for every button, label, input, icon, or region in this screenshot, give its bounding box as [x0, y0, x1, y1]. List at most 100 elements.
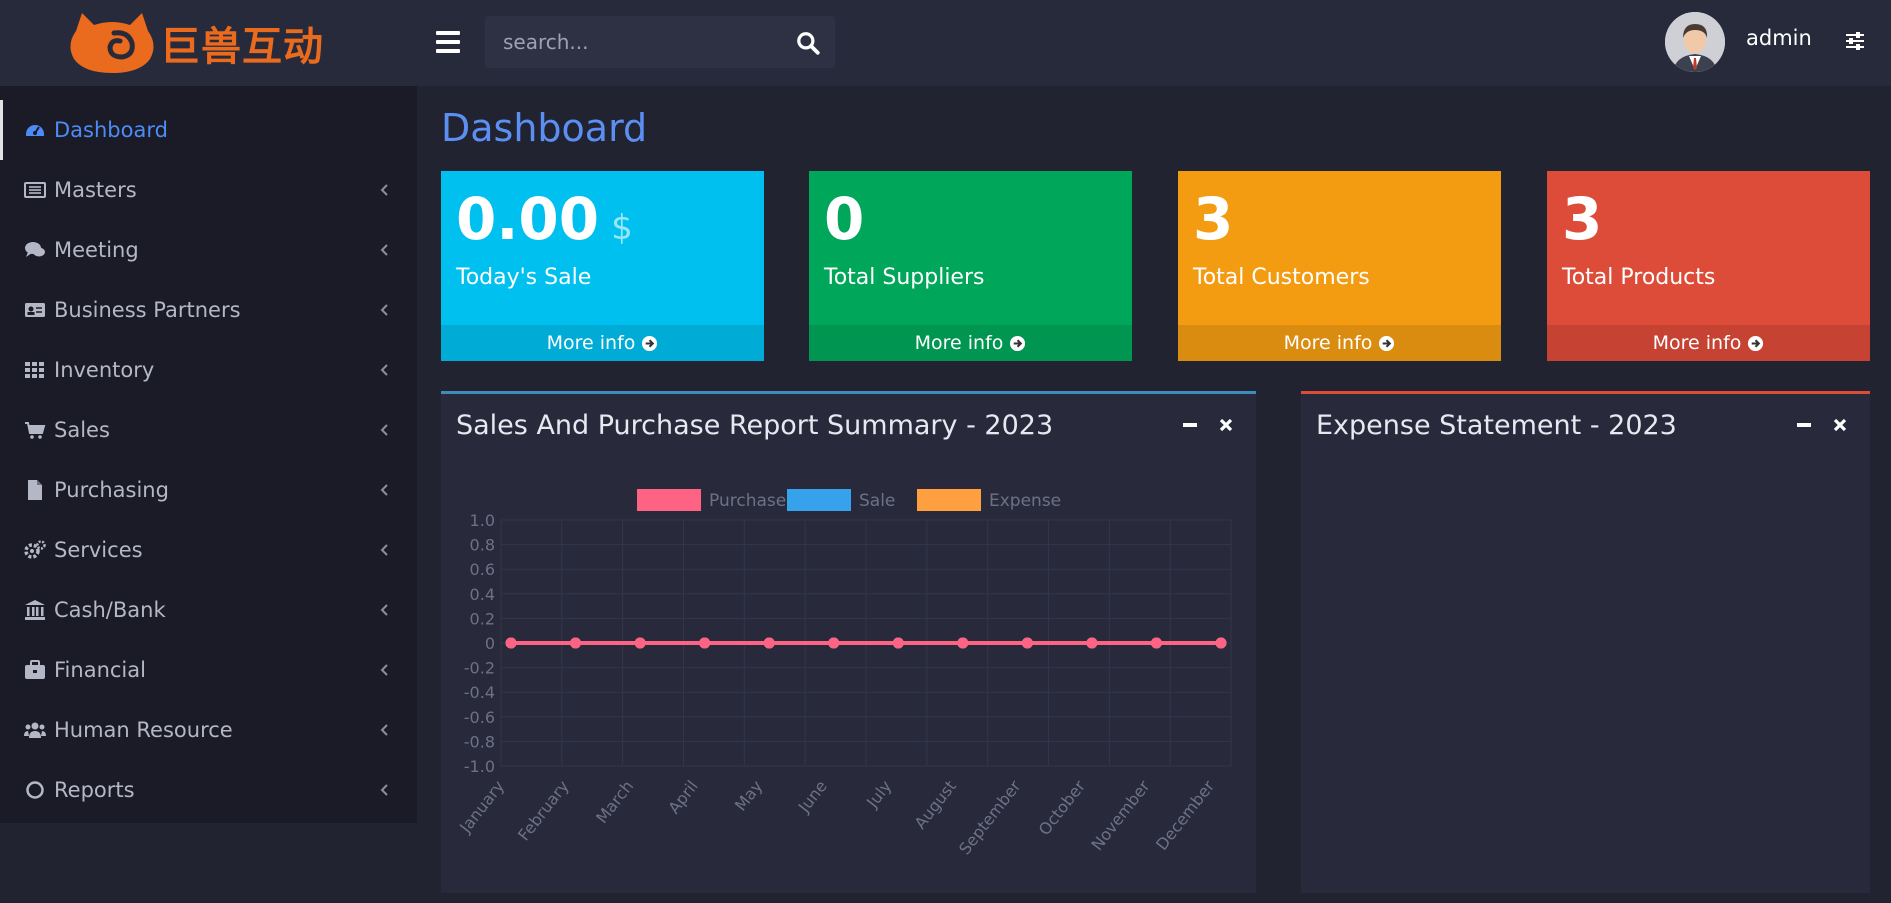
y-tick-label: -0.6: [464, 708, 495, 727]
y-tick-label: -0.8: [464, 732, 495, 751]
chevron-left-icon: [380, 484, 388, 496]
search-icon[interactable]: [795, 30, 821, 56]
search-input[interactable]: [485, 16, 775, 68]
sidebar-item-purchasing[interactable]: Purchasing: [0, 460, 417, 520]
list-icon: [24, 179, 46, 201]
stat-value: 3: [1562, 185, 1602, 253]
stat-value: 3: [1193, 185, 1233, 253]
data-point: [763, 637, 775, 649]
sidebar-toggle-button[interactable]: [436, 24, 468, 60]
brand-logo[interactable]: 巨兽互动: [68, 12, 338, 74]
stat-number: 0: [824, 185, 865, 253]
sliders-icon[interactable]: [1844, 30, 1866, 52]
legend-label: Sale: [859, 491, 895, 511]
sidebar-item-financial[interactable]: Financial: [0, 640, 417, 700]
chevron-left-icon: [380, 244, 388, 256]
x-tick-label: July: [862, 777, 895, 812]
chevron-left-icon: [380, 364, 388, 376]
arrow-circle-right-icon: [642, 335, 658, 351]
stat-label: Total Customers: [1193, 265, 1370, 290]
data-point: [1021, 637, 1033, 649]
stat-number: 3: [1193, 185, 1234, 253]
sidebar-item-label: Reports: [54, 778, 135, 802]
sidebar-item-label: Dashboard: [54, 118, 168, 142]
cart-icon: [24, 419, 46, 441]
chevron-left-icon: [380, 784, 388, 796]
arrow-circle-right-icon: [1379, 335, 1395, 351]
sidebar-item-cash-bank[interactable]: Cash/Bank: [0, 580, 417, 640]
data-point: [1215, 637, 1227, 649]
sidebar-item-masters[interactable]: Masters: [0, 160, 417, 220]
users-icon: [24, 719, 46, 741]
data-point: [1086, 637, 1098, 649]
minimize-icon[interactable]: [1793, 414, 1815, 436]
data-point: [957, 637, 969, 649]
chevron-left-icon: [380, 304, 388, 316]
sidebar-item-sales[interactable]: Sales: [0, 400, 417, 460]
sidebar-item-label: Inventory: [54, 358, 155, 382]
file-icon: [24, 479, 46, 501]
grid-icon: [24, 359, 46, 381]
sidebar-item-meeting[interactable]: Meeting: [0, 220, 417, 280]
sidebar-item-label: Purchasing: [54, 478, 169, 502]
legend-swatch: [637, 489, 701, 511]
more-info-link[interactable]: More info: [441, 325, 764, 361]
x-tick-label: June: [794, 777, 831, 817]
sidebar-item-label: Sales: [54, 418, 110, 442]
sidebar-item-label: Cash/Bank: [54, 598, 166, 622]
more-info-link[interactable]: More info: [809, 325, 1132, 361]
x-tick-label: December: [1152, 776, 1218, 853]
panel-title: Sales And Purchase Report Summary - 2023: [456, 410, 1054, 441]
hamburger-icon: [436, 31, 460, 35]
stat-box-total-suppliers: 0 Total Suppliers More info: [809, 171, 1132, 361]
more-info-link[interactable]: More info: [1547, 325, 1870, 361]
sidebar-item-label: Financial: [54, 658, 146, 682]
sidebar-item-reports[interactable]: Reports: [0, 760, 417, 820]
user-avatar-icon: [1665, 12, 1725, 72]
sidebar-item-human-resource[interactable]: Human Resource: [0, 700, 417, 760]
username-label[interactable]: admin: [1746, 26, 1812, 50]
data-point: [634, 637, 646, 649]
y-tick-label: -1.0: [464, 757, 495, 776]
sidebar-item-label: Business Partners: [54, 298, 241, 322]
close-icon[interactable]: [1215, 414, 1237, 436]
sidebar-item-services[interactable]: Services: [0, 520, 417, 580]
legend-label: Expense: [989, 491, 1061, 511]
x-tick-label: September: [955, 776, 1025, 858]
stat-label: Total Products: [1562, 265, 1716, 290]
sidebar-item-inventory[interactable]: Inventory: [0, 340, 417, 400]
sales-purchase-chart: Purchase Sale Expense 1.0 0.8 0.6 0.4 0.2 0 -0.2 -…: [455, 489, 1232, 858]
y-tick-label: 0.6: [470, 560, 495, 579]
briefcase-icon: [24, 659, 46, 681]
x-tick-label: February: [514, 777, 573, 845]
x-tick-label: January: [455, 777, 508, 837]
bank-icon: [24, 599, 46, 621]
stat-value: 0: [824, 185, 864, 253]
close-icon[interactable]: [1829, 414, 1851, 436]
data-point: [570, 637, 582, 649]
chevron-left-icon: [380, 544, 388, 556]
minimize-icon[interactable]: [1179, 414, 1201, 436]
stat-box-total-customers: 3 Total Customers More info: [1178, 171, 1501, 361]
data-point: [892, 637, 904, 649]
x-tick-label: November: [1087, 776, 1153, 854]
stat-number: 3: [1562, 185, 1603, 253]
legend-swatch: [917, 489, 981, 511]
sidebar-item-business-partners[interactable]: Business Partners: [0, 280, 417, 340]
sidebar-item-label: Services: [54, 538, 143, 562]
sidebar-item-dashboard[interactable]: Dashboard: [0, 100, 417, 160]
more-info-link[interactable]: More info: [1178, 325, 1501, 361]
currency-unit: $: [611, 208, 633, 248]
chevron-left-icon: [380, 424, 388, 436]
stat-number: 0.00: [456, 185, 600, 253]
stat-box-todays-sale: 0.00 $ Today's Sale More info: [441, 171, 764, 361]
avatar[interactable]: [1665, 12, 1725, 72]
chevron-left-icon: [380, 184, 388, 196]
comments-icon: [24, 239, 46, 261]
data-point: [828, 637, 840, 649]
page-title: Dashboard: [441, 106, 648, 150]
x-tick-label: October: [1035, 776, 1090, 838]
more-info-label: More info: [1283, 332, 1373, 354]
arrow-circle-right-icon: [1010, 335, 1026, 351]
y-tick-label: 0.4: [470, 585, 495, 604]
